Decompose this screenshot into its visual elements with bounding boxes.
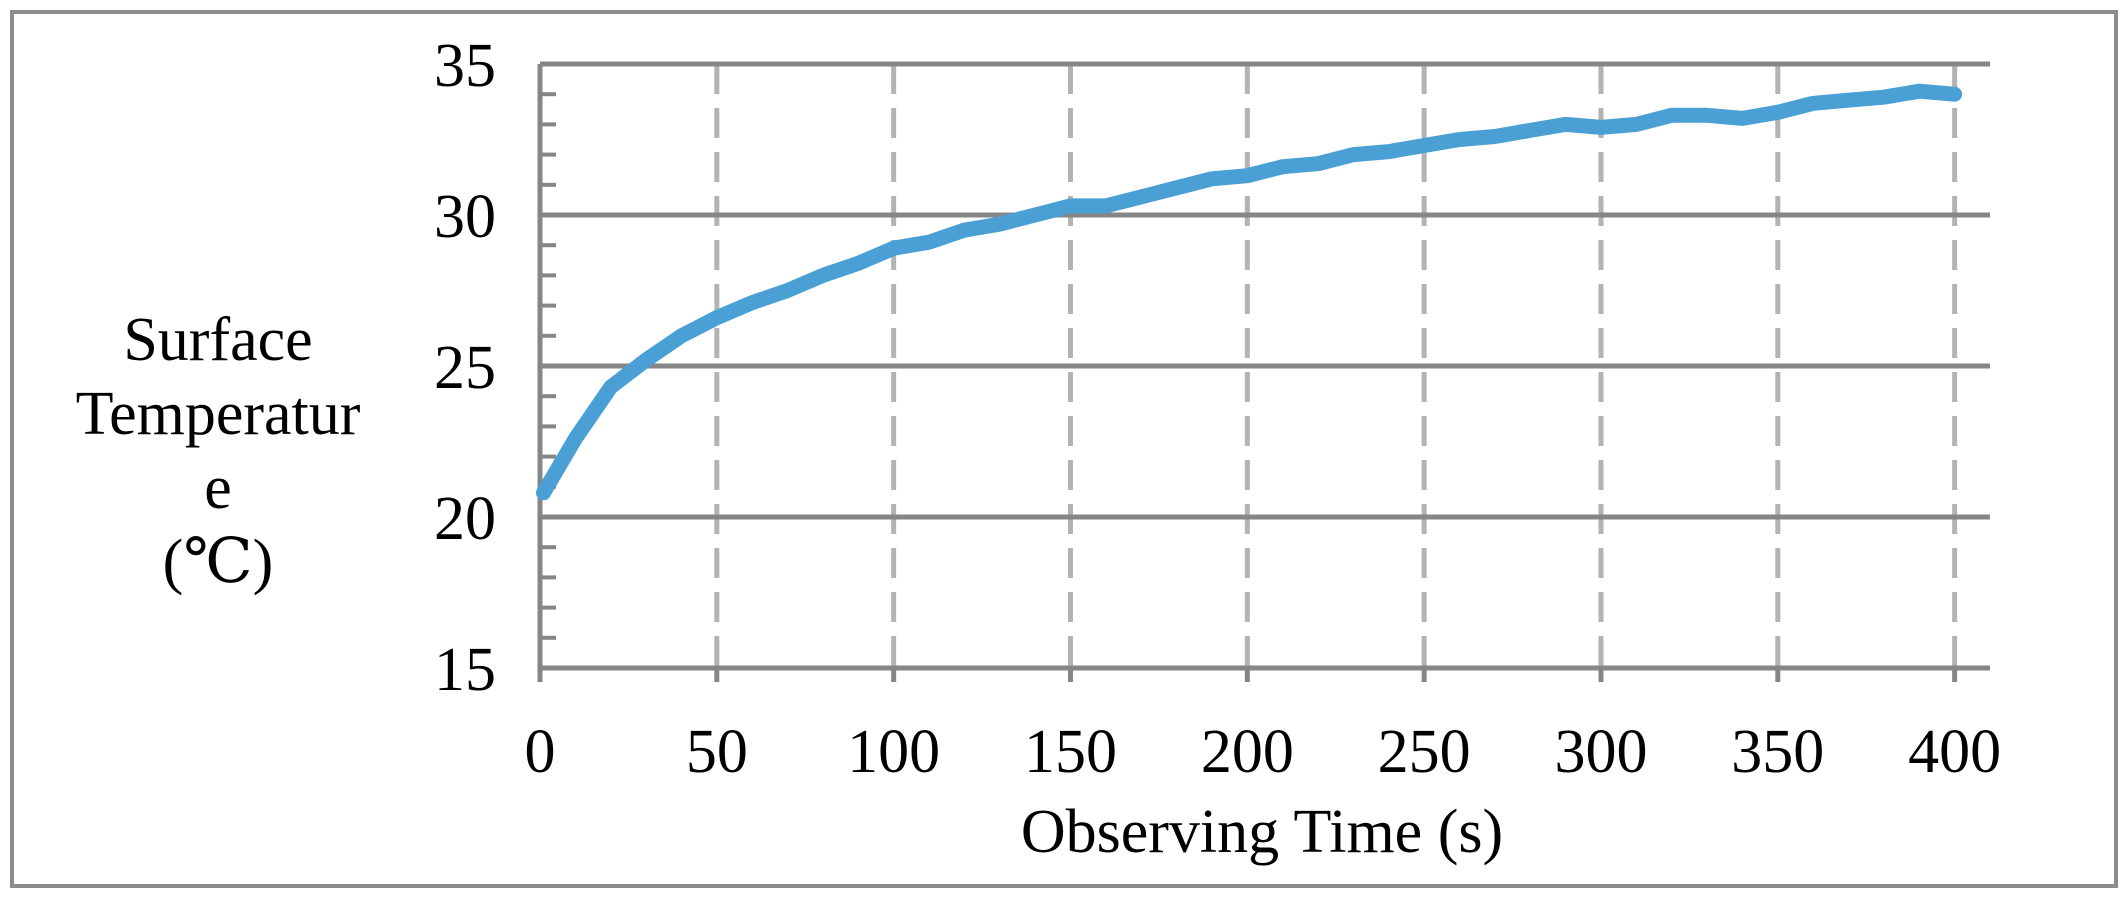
y-tick-label-20: 20 [434, 485, 496, 553]
x-tick-label-150: 150 [1024, 718, 1117, 786]
x-tick-label-200: 200 [1201, 718, 1294, 786]
x-tick-label-400: 400 [1908, 718, 2001, 786]
x-tick-label-50: 50 [686, 718, 748, 786]
y-axis-title-line-4: (℃) [163, 528, 274, 596]
y-tick-label-30: 30 [434, 183, 496, 251]
y-axis-title-line-2: Temperatur [76, 380, 361, 448]
x-axis-title: Observing Time (s) [1021, 798, 1503, 866]
x-tick-label-350: 350 [1731, 718, 1824, 786]
y-tick-label-15: 15 [434, 636, 496, 704]
y-tick-label-25: 25 [434, 334, 496, 402]
x-tick-label-300: 300 [1554, 718, 1647, 786]
x-tick-label-0: 0 [525, 718, 556, 786]
y-tick-label-35: 35 [434, 32, 496, 100]
series-line-0 [536, 83, 1963, 501]
x-tick-label-250: 250 [1378, 718, 1471, 786]
chart-border [10, 10, 2118, 888]
y-axis-title-line-3: e [204, 454, 232, 522]
x-tick-label-100: 100 [847, 718, 940, 786]
y-axis-title-line-1: Surface [123, 306, 312, 374]
